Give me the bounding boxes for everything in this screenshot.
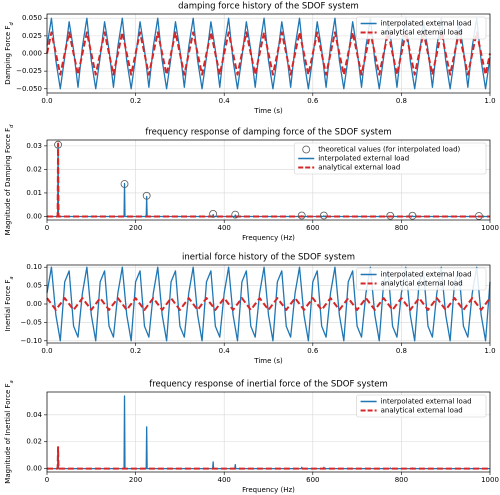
legend [356, 16, 487, 40]
series-line [47, 446, 490, 470]
y-axis-label: Damping Force Fd [4, 22, 15, 85]
x-axis-label: Frequency (Hz) [242, 234, 295, 242]
legend [293, 142, 487, 175]
y-tick-label: −0.05 [21, 318, 42, 326]
x-tick-label: 200 [129, 224, 142, 232]
x-axis-label: Time (s) [253, 107, 283, 115]
x-tick-label: 1000 [481, 476, 499, 484]
theoretical-point [386, 211, 395, 220]
y-axis-label-subscript: a [9, 380, 15, 383]
x-tick-label: 0.8 [396, 97, 407, 105]
theoretical-point [54, 140, 62, 149]
series-line [46, 266, 491, 342]
y-tick-label: −0.025 [16, 67, 42, 75]
x-tick-label: 0.8 [396, 347, 407, 355]
y-tick-label: 0.025 [22, 32, 42, 40]
title: inertial force history of the SDOF syste… [182, 253, 355, 263]
y-tick-label: 0.050 [22, 14, 42, 22]
x-tick-label: 1.0 [484, 97, 495, 105]
x-tick-label: 0.6 [307, 347, 319, 355]
x-tick-label: 0 [45, 224, 49, 232]
series-line [47, 142, 490, 218]
theoretical-point [209, 209, 218, 218]
x-tick-label: 0.6 [307, 97, 319, 105]
series-line [46, 17, 491, 90]
legend [356, 267, 487, 291]
y-axis-label-subscript: a [9, 276, 15, 279]
theoretical-point [142, 191, 151, 200]
theoretical-point [231, 210, 240, 219]
title: damping force history of the SDOF system [178, 2, 359, 12]
title: frequency response of inertial force of … [149, 380, 388, 390]
y-tick-label: 0.03 [26, 142, 42, 150]
y-tick-label: 0.05 [26, 282, 42, 290]
x-tick-label: 1.0 [484, 347, 495, 355]
y-tick-label: 0.04 [26, 411, 42, 419]
theoretical-point [475, 212, 483, 220]
y-axis-label: Magnitude of Damping Force Fd [4, 124, 15, 235]
x-tick-label: 1000 [481, 224, 499, 232]
x-tick-label: 0.2 [130, 347, 141, 355]
legend-label: interpolated external load [381, 271, 472, 279]
legend-label: interpolated external load [381, 20, 472, 28]
y-tick-label: 0.00 [26, 212, 42, 220]
x-axis-label: Frequency (Hz) [242, 486, 295, 494]
legend-label: interpolated external load [318, 155, 409, 163]
legend-label: analytical external load [381, 407, 463, 415]
y-axis-label-main: Inertial Force F [4, 280, 12, 332]
theoretical-point [408, 211, 417, 220]
x-tick-label: 0 [45, 476, 49, 484]
legend-label: analytical external load [381, 280, 463, 288]
legend-label: analytical external load [381, 29, 463, 37]
y-tick-label: −0.10 [21, 337, 42, 345]
x-tick-label: 600 [306, 224, 319, 232]
x-tick-label: 0.2 [130, 97, 141, 105]
y-axis-label-main: Magnitude of Damping Force F [4, 128, 12, 235]
theoretical-point [319, 211, 328, 220]
y-axis-label: Inertial Force Fa [4, 276, 15, 331]
x-axis-label: Time (s) [253, 357, 283, 365]
title: frequency response of damping force of t… [145, 128, 391, 138]
y-axis-label-subscript: d [9, 124, 15, 128]
axes-frame [46, 13, 491, 94]
axes-frame [46, 139, 491, 221]
x-tick-label: 200 [129, 476, 142, 484]
x-tick-label: 800 [395, 224, 408, 232]
y-axis-label: Magnitude of Inertial Force Fa [4, 380, 15, 483]
legend-label: interpolated external load [381, 398, 472, 406]
x-tick-label: 0.0 [41, 97, 52, 105]
x-tick-label: 0.0 [41, 347, 52, 355]
legend-label: theoretical values (for interpolated loa… [318, 146, 460, 154]
y-tick-label: 0.02 [26, 165, 42, 173]
series-line [46, 31, 491, 76]
x-tick-label: 400 [218, 476, 231, 484]
y-tick-label: 0.10 [26, 263, 42, 271]
y-tick-label: 0.000 [22, 50, 42, 58]
x-tick-label: 0.4 [219, 347, 231, 355]
y-axis-label-subscript: d [9, 22, 15, 26]
y-tick-label: −0.050 [16, 85, 42, 93]
series-line [46, 297, 491, 311]
y-axis-label-main: Damping Force F [4, 26, 12, 85]
x-tick-label: 600 [306, 476, 319, 484]
y-tick-label: 0.02 [26, 438, 42, 446]
x-tick-label: 400 [218, 224, 231, 232]
y-tick-label: 0.00 [26, 300, 42, 308]
y-tick-label: 0.00 [26, 465, 42, 473]
y-tick-label: 0.01 [26, 189, 42, 197]
x-tick-label: 800 [395, 476, 408, 484]
axes-frame [46, 391, 491, 473]
y-axis-label-main: Magnitude of Inertial Force F [4, 383, 12, 483]
x-tick-label: 0.4 [219, 97, 231, 105]
axes-frame [46, 264, 491, 344]
legend-label: analytical external load [318, 164, 400, 172]
legend-marker [302, 145, 311, 154]
theoretical-point [297, 211, 306, 220]
theoretical-point [120, 180, 129, 188]
legend [356, 394, 487, 418]
